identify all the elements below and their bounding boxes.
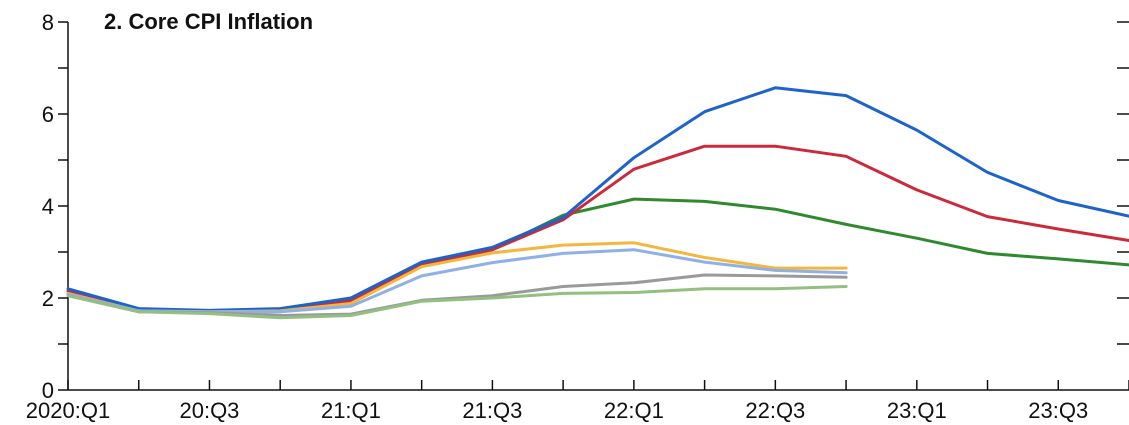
x-tick-label: 23:Q3 <box>1028 398 1088 423</box>
series-line-3 <box>68 88 1129 311</box>
x-tick-label: 21:Q1 <box>321 398 381 423</box>
x-axis-ticks: 2020:Q1 20:Q3 21:Q1 21:Q3 22:Q1 22:Q3 23:Q1 23:… <box>26 380 1129 423</box>
x-tick-label: 22:Q3 <box>745 398 805 423</box>
x-tick-label: 22:Q1 <box>604 398 664 423</box>
y-tick-label: 8 <box>42 10 54 35</box>
series-line-4 <box>68 243 846 312</box>
y-tick-label: 2 <box>42 286 54 311</box>
x-tick-label: 20:Q3 <box>179 398 239 423</box>
series-line-1 <box>68 199 1129 312</box>
y-tick-label: 6 <box>42 102 54 127</box>
chart-title: 2. Core CPI Inflation <box>104 9 313 34</box>
series-line-7 <box>68 287 846 318</box>
x-tick-label: 23:Q1 <box>887 398 947 423</box>
y-tick-label: 4 <box>42 194 54 219</box>
x-tick-label: 2020:Q1 <box>26 398 110 423</box>
series-line-2 <box>68 146 1129 311</box>
series-lines <box>68 88 1129 318</box>
x-tick-label: 21:Q3 <box>462 398 522 423</box>
